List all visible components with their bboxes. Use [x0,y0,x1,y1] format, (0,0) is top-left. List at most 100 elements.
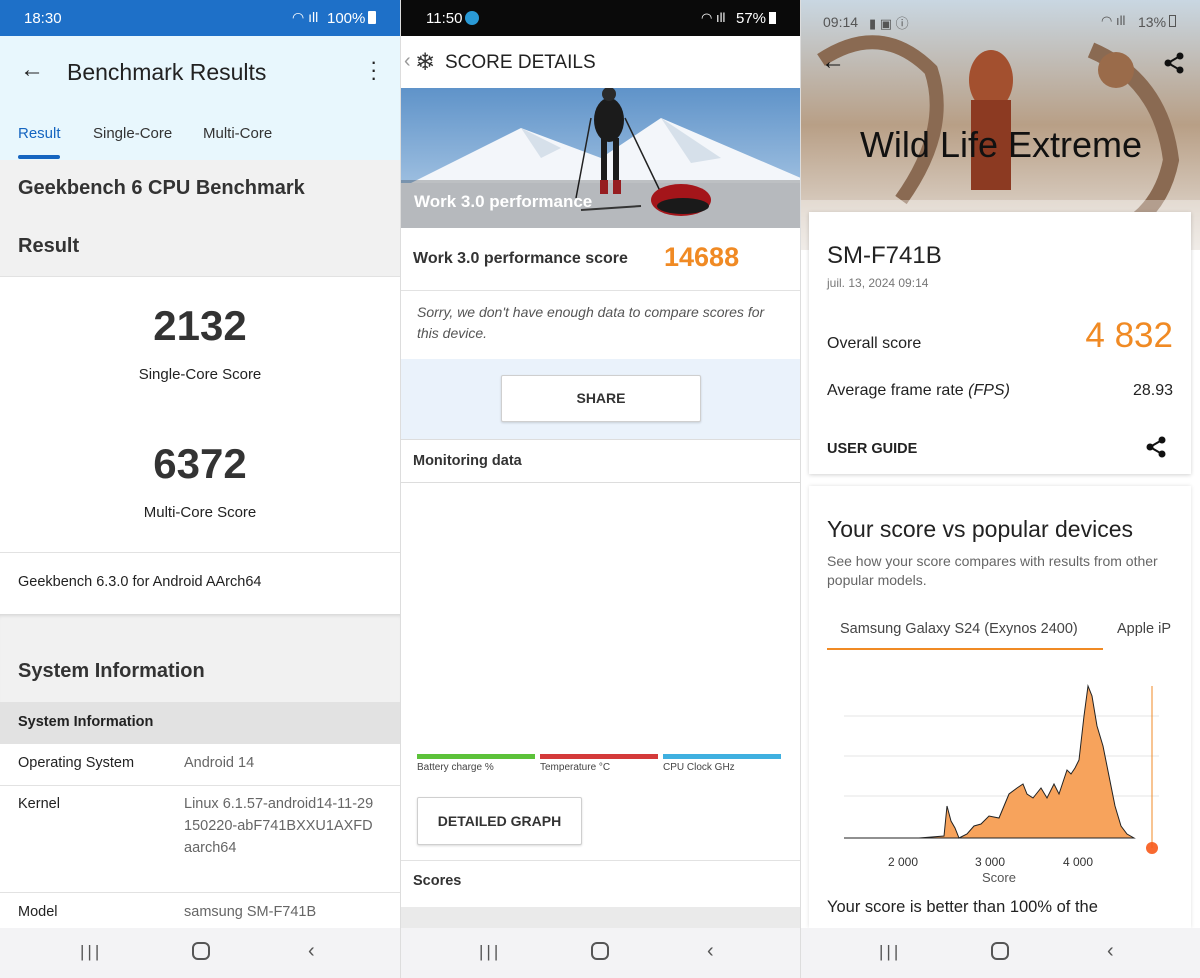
battery-icon [1169,15,1176,27]
snowflake-icon: ❄ [415,49,436,76]
row-value: Linux 6.1.57-android14-11-29150220-abF74… [184,796,374,856]
battery-icon [769,12,776,24]
back-arrow-icon[interactable]: ← [821,48,845,75]
battery-icon [368,11,376,24]
wild-life-screen: 09:14 ▮ ▣ ⓘ ◠ ıll 13% ← Wild Life Extrem… [800,0,1200,978]
divider [401,290,800,291]
system-info-title: System Information [18,660,205,682]
test-date: juil. 13, 2024 09:14 [827,276,929,290]
divider [401,860,800,861]
x-tick: 4 000 [1063,855,1094,869]
status-time: 09:14 [823,14,859,30]
status-bar: 11:50 ◠ ıll 57% [401,0,800,36]
tab-apple[interactable]: Apple iP [1117,621,1172,637]
back-nav-icon[interactable]: ‹ [308,940,315,962]
x-tick: 3 000 [975,855,1006,869]
system-nav-bar: ||| ‹ [0,928,400,978]
fps-value: 28.93 [1132,382,1173,399]
home-icon[interactable] [591,942,609,960]
row-label: Model [18,904,58,920]
system-info-header-label: System Information [18,714,154,730]
legend-swatch [663,754,781,759]
page-title: Benchmark Results [67,59,267,85]
status-bar: 09:14 ▮ ▣ ⓘ ◠ ıll 13% [801,0,1200,42]
signal-icon: ◠ ıll [1101,13,1126,28]
home-icon[interactable] [192,942,210,960]
share-icon[interactable] [1145,436,1167,458]
recent-apps-icon[interactable]: ||| [479,942,502,961]
divider [0,892,400,893]
back-nav-icon[interactable]: ‹ [1107,940,1114,962]
page-title: SCORE DETAILS [445,52,596,73]
work-score-screen: 11:50 ◠ ıll 57% ‹ ❄ SCORE DETAILS [400,0,800,978]
tab-indicator [18,155,60,159]
hero-art-image [801,0,1200,250]
benchmark-title: Geekbench 6 CPU Benchmark [18,177,305,199]
overall-score-value: 4 832 [1085,316,1173,355]
status-bar: 18:30 ◠ ıll 100% [0,0,400,36]
multi-core-score: 6372 [153,440,247,487]
detailed-graph-button[interactable]: DETAILED GRAPH [417,797,582,845]
score-label: Work 3.0 performance score [413,250,628,267]
status-time: 11:50 [426,10,463,27]
system-nav-bar: ||| ‹ [801,928,1200,978]
home-icon[interactable] [991,942,1009,960]
recent-apps-icon[interactable]: ||| [80,942,103,961]
legend-swatch [417,754,535,759]
app-bar: ‹ ❄ SCORE DETAILS [401,36,800,88]
tab-samsung-s24[interactable]: Samsung Galaxy S24 (Exynos 2400) [840,621,1078,637]
user-guide-link[interactable]: USER GUIDE [827,441,918,457]
single-core-label: Single-Core Score [138,366,262,383]
comparison-subtitle: See how your score compares with results… [827,553,1158,588]
tab-multi-core[interactable]: Multi-Core [203,125,273,142]
share-section: SHARE [401,359,800,439]
result-label: Result [18,235,80,257]
back-chevron-icon[interactable]: ‹ [404,50,411,72]
battery-level: 13% [1138,14,1167,30]
fps-label-text: Average frame rate [827,382,964,399]
row-label: Kernel [18,796,60,812]
monitoring-header: Monitoring data [401,439,800,483]
score-value: 14688 [664,242,740,272]
version-text: Geekbench 6.3.0 for Android AArch64 [18,574,262,590]
app-notification-icon [465,11,479,25]
score-card: SM-F741B juil. 13, 2024 09:14 Overall sc… [809,212,1191,474]
divider [0,276,400,277]
banner-title: Work 3.0 performance [414,192,593,211]
comparison-card: Your score vs popular devices See how yo… [809,486,1191,928]
skier-image [401,88,800,228]
share-icon[interactable] [1163,52,1185,74]
multi-core-label: Multi-Core Score [143,504,257,521]
legend-label: CPU Clock GHz [663,762,735,773]
back-nav-icon[interactable]: ‹ [707,940,714,962]
fps-label: Average frame rate (FPS) [827,382,1010,400]
device-name: SM-F741B [827,242,942,269]
overall-score-label: Overall score [827,335,922,352]
tab-result[interactable]: Result [18,125,61,142]
share-button[interactable]: SHARE [501,375,701,422]
recent-apps-icon[interactable]: ||| [879,942,902,961]
row-label: Operating System [18,755,135,771]
row-value: Android 14 [184,755,255,771]
geekbench-screen: 18:30 ◠ ıll 100% ← Benchmark Results · · ·… [0,0,400,978]
more-options-icon[interactable]: · · · [370,49,378,90]
hero-banner: Work 3.0 performance [401,88,800,228]
notification-icons: ▮ ▣ ⓘ [869,16,909,31]
tab-single-core[interactable]: Single-Core [93,125,173,142]
row-value: samsung SM-F741B [184,904,317,920]
no-data-note: Sorry, we don't have enough data to comp… [417,304,765,341]
back-arrow-icon[interactable]: ← [20,56,44,83]
single-core-score: 2132 [153,302,247,349]
x-axis-label: Score [982,870,1016,885]
fps-unit: (FPS) [968,382,1010,399]
system-nav-bar: ||| ‹ [401,928,800,978]
hero-title: Wild Life Extreme [859,124,1143,165]
battery-level: 100% [327,10,366,27]
scores-row-partial [401,907,800,928]
app-bar: ← Benchmark Results · · · Result Single-Co… [0,36,400,160]
hero-background [801,0,1200,250]
wifi-icon: ◠ ıll [292,9,319,25]
tab-indicator [827,648,1103,650]
status-time: 18:30 [24,10,62,27]
monitoring-label: Monitoring data [413,453,522,469]
